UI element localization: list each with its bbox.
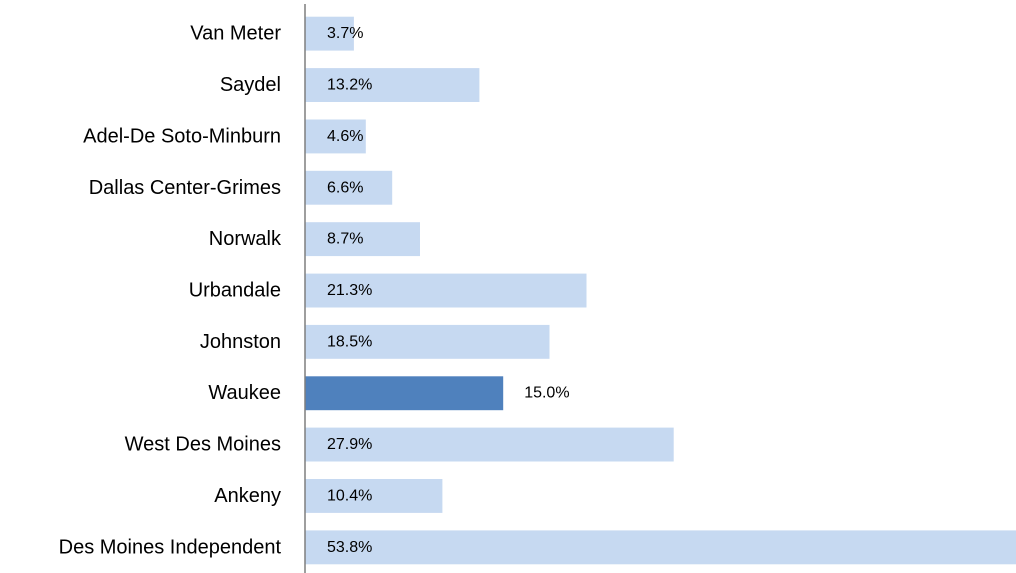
category-label: Johnston xyxy=(200,331,281,353)
category-label: Dallas Center-Grimes xyxy=(89,177,281,199)
value-label: 18.5% xyxy=(327,333,372,350)
value-label: 21.3% xyxy=(327,282,372,299)
value-label: 53.8% xyxy=(327,539,372,556)
bar-8 xyxy=(305,427,674,462)
bar-10 xyxy=(305,530,1016,565)
value-label: 27.9% xyxy=(327,436,372,453)
category-label: Saydel xyxy=(220,74,281,96)
value-label: 3.7% xyxy=(327,25,363,42)
category-label: Waukee xyxy=(208,382,281,404)
value-label: 8.7% xyxy=(327,231,363,248)
bar-5 xyxy=(305,273,587,308)
category-label: West Des Moines xyxy=(125,434,281,456)
bar-0 xyxy=(305,16,354,51)
bar-4 xyxy=(305,222,420,257)
bar-6 xyxy=(305,324,550,359)
value-label: 13.2% xyxy=(327,77,372,94)
value-label: 15.0% xyxy=(524,385,569,402)
bar-7 xyxy=(305,376,504,411)
value-labels-group: 3.7% 13.2% 4.6% 6.6% 8.7% 21.3% 18.5% 15.0% 27.9… xyxy=(327,25,570,556)
category-label: Urbandale xyxy=(189,280,281,302)
bar-2 xyxy=(305,119,366,154)
category-labels-group: Van Meter Saydel Adel-De Soto-Minburn Dalla… xyxy=(59,23,282,559)
bar-9 xyxy=(305,479,443,513)
category-label: Adel-De Soto-Minburn xyxy=(83,125,281,147)
value-label: 10.4% xyxy=(327,487,372,504)
bar-3 xyxy=(305,170,393,205)
category-label: Ankeny xyxy=(214,485,281,507)
category-label: Des Moines Independent xyxy=(59,536,282,558)
value-label: 6.6% xyxy=(327,179,363,196)
bar-1 xyxy=(305,68,480,102)
category-label: Norwalk xyxy=(209,228,282,250)
value-label: 4.6% xyxy=(327,128,363,145)
bars-group xyxy=(305,16,1016,565)
category-label: Van Meter xyxy=(190,23,281,45)
